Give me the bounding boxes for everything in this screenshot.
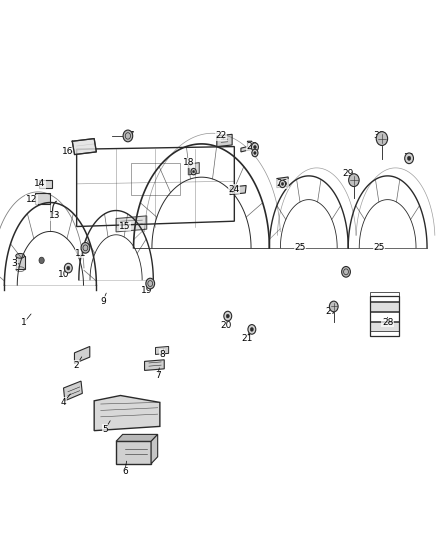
Circle shape <box>64 263 72 273</box>
Polygon shape <box>217 134 232 147</box>
Text: 3: 3 <box>11 260 18 268</box>
Polygon shape <box>74 346 90 364</box>
Polygon shape <box>116 441 151 464</box>
Polygon shape <box>188 163 199 175</box>
Circle shape <box>407 156 411 160</box>
Polygon shape <box>64 381 82 401</box>
Text: 30: 30 <box>373 132 385 140</box>
Polygon shape <box>39 180 52 188</box>
Text: 25: 25 <box>373 244 385 252</box>
Circle shape <box>254 146 256 149</box>
Text: 7: 7 <box>155 372 161 380</box>
Text: 31: 31 <box>404 153 415 161</box>
Text: 26: 26 <box>277 180 288 188</box>
Text: 17: 17 <box>124 132 135 140</box>
Polygon shape <box>94 395 160 431</box>
Polygon shape <box>241 141 252 152</box>
Text: 4: 4 <box>61 398 66 407</box>
Circle shape <box>342 266 350 277</box>
Text: 22: 22 <box>215 132 227 140</box>
Circle shape <box>39 257 44 263</box>
Circle shape <box>254 151 256 155</box>
Circle shape <box>279 180 286 188</box>
Circle shape <box>376 132 388 146</box>
Text: 28: 28 <box>382 318 393 327</box>
Text: 15: 15 <box>119 222 131 231</box>
Text: 11: 11 <box>75 249 87 257</box>
Text: 16: 16 <box>62 148 74 156</box>
Text: 9: 9 <box>100 297 106 305</box>
Circle shape <box>67 266 70 270</box>
Circle shape <box>123 130 133 142</box>
Polygon shape <box>370 321 399 330</box>
Text: 18: 18 <box>183 158 194 167</box>
Circle shape <box>405 153 413 164</box>
Circle shape <box>248 325 256 334</box>
Text: 8: 8 <box>159 350 165 359</box>
Text: 5: 5 <box>102 425 108 433</box>
Circle shape <box>252 149 258 157</box>
Polygon shape <box>145 360 164 370</box>
Circle shape <box>226 314 230 318</box>
Circle shape <box>349 174 359 187</box>
Polygon shape <box>116 216 147 232</box>
Polygon shape <box>277 177 288 188</box>
Text: 21: 21 <box>242 334 253 343</box>
Polygon shape <box>370 302 399 311</box>
Text: 25: 25 <box>294 244 306 252</box>
Text: 13: 13 <box>49 212 60 220</box>
Polygon shape <box>72 139 96 155</box>
Polygon shape <box>35 193 50 204</box>
Text: 27: 27 <box>325 308 336 316</box>
Circle shape <box>329 301 338 312</box>
Polygon shape <box>16 256 25 269</box>
Circle shape <box>81 243 90 253</box>
Circle shape <box>191 168 196 175</box>
Polygon shape <box>151 434 158 464</box>
Ellipse shape <box>16 253 25 258</box>
Text: 12: 12 <box>26 196 37 204</box>
Circle shape <box>193 171 194 173</box>
Polygon shape <box>155 346 169 354</box>
Circle shape <box>224 311 232 321</box>
Text: 20: 20 <box>220 321 231 329</box>
Polygon shape <box>230 185 246 195</box>
Text: 10: 10 <box>58 270 69 279</box>
Text: 23: 23 <box>246 142 258 151</box>
Circle shape <box>146 278 155 289</box>
Text: 14: 14 <box>34 180 45 188</box>
Text: 2: 2 <box>74 361 79 369</box>
Circle shape <box>251 143 258 151</box>
Text: 19: 19 <box>141 286 152 295</box>
Polygon shape <box>116 434 158 441</box>
Text: 29: 29 <box>343 169 354 177</box>
Circle shape <box>281 182 284 185</box>
Text: 1: 1 <box>21 318 27 327</box>
Text: 24: 24 <box>229 185 240 193</box>
Circle shape <box>250 327 254 332</box>
Text: 6: 6 <box>122 467 128 476</box>
